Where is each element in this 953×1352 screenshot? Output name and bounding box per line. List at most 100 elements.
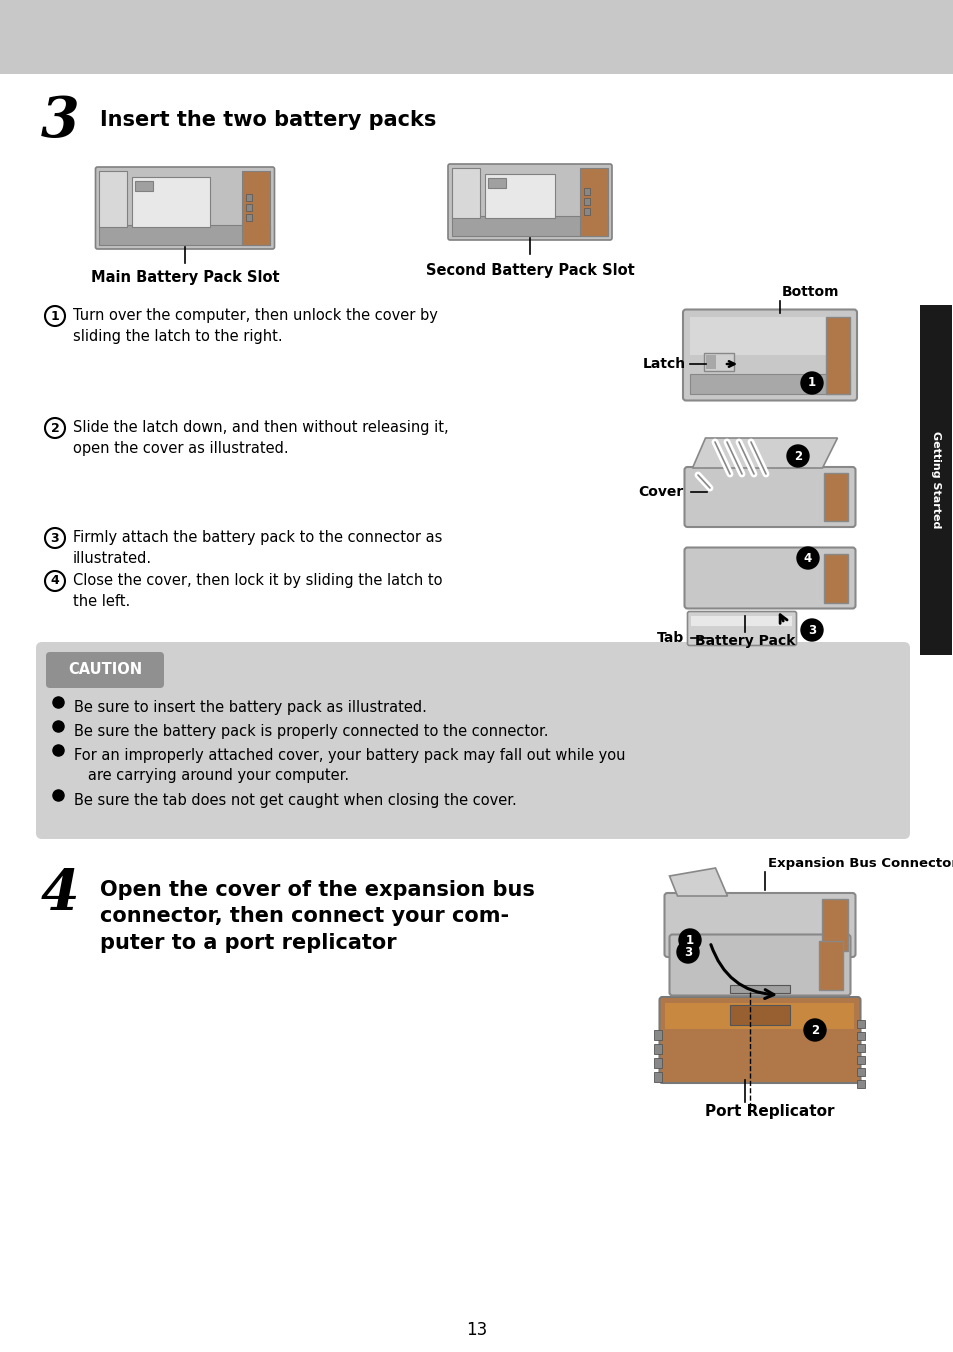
Bar (583, 208, 589, 215)
Bar (689, 316, 849, 354)
Circle shape (45, 418, 65, 438)
Text: Second Battery Pack Slot: Second Battery Pack Slot (425, 264, 634, 279)
FancyBboxPatch shape (684, 548, 855, 608)
Text: CAUTION: CAUTION (68, 662, 142, 677)
Bar (654, 1059, 661, 1068)
Text: Expansion Bus Connector: Expansion Bus Connector (767, 857, 953, 869)
Bar (857, 1019, 864, 1028)
Text: 3: 3 (51, 531, 59, 545)
Text: 1: 1 (51, 310, 59, 323)
Bar (488, 178, 505, 188)
Bar (246, 193, 253, 201)
FancyBboxPatch shape (659, 996, 860, 1083)
Text: 2: 2 (810, 1023, 819, 1037)
Bar (0, 0, 953, 74)
Text: Bottom: Bottom (781, 285, 839, 299)
Circle shape (803, 1019, 825, 1041)
Text: 4: 4 (803, 552, 811, 565)
Bar (689, 373, 849, 393)
Bar (665, 1003, 854, 1029)
Bar (654, 1044, 661, 1055)
Text: 1: 1 (807, 376, 815, 389)
Text: Be sure the battery pack is properly connected to the connector.: Be sure the battery pack is properly con… (74, 725, 548, 740)
Circle shape (45, 306, 65, 326)
FancyBboxPatch shape (664, 894, 855, 957)
Bar (823, 553, 847, 603)
Bar (825, 316, 849, 393)
Bar (823, 473, 847, 521)
Text: Getting Started: Getting Started (930, 431, 940, 529)
Bar (654, 1072, 661, 1082)
Bar (691, 615, 792, 626)
Text: Close the cover, then lock it by sliding the latch to
the left.: Close the cover, then lock it by sliding… (73, 573, 442, 608)
Bar (484, 174, 555, 218)
Text: Battery Pack: Battery Pack (694, 634, 795, 648)
Circle shape (801, 372, 822, 393)
Circle shape (677, 941, 699, 963)
Circle shape (786, 445, 808, 466)
Text: Be sure the tab does not get caught when closing the cover.: Be sure the tab does not get caught when… (74, 794, 517, 808)
Bar (583, 188, 589, 195)
Bar (132, 177, 210, 227)
Text: Insert the two battery packs: Insert the two battery packs (100, 110, 436, 130)
Bar (135, 181, 153, 191)
Polygon shape (692, 438, 837, 468)
Circle shape (45, 529, 65, 548)
Text: 4: 4 (51, 575, 59, 588)
Text: 3: 3 (41, 95, 79, 150)
FancyBboxPatch shape (682, 310, 856, 400)
Text: Open the cover of the expansion bus
connector, then connect your com-
puter to a: Open the cover of the expansion bus conn… (100, 880, 535, 953)
Text: 2: 2 (793, 449, 801, 462)
Text: Cover: Cover (639, 485, 683, 499)
FancyBboxPatch shape (448, 164, 612, 241)
Bar (857, 1044, 864, 1052)
Bar (857, 1080, 864, 1088)
Bar (452, 168, 479, 218)
Text: Turn over the computer, then unlock the cover by
sliding the latch to the right.: Turn over the computer, then unlock the … (73, 308, 437, 343)
FancyBboxPatch shape (684, 466, 855, 527)
FancyBboxPatch shape (669, 934, 850, 995)
Text: 2: 2 (51, 422, 59, 434)
Text: Latch: Latch (642, 357, 685, 370)
Text: For an improperly attached cover, your battery pack may fall out while you
   ar: For an improperly attached cover, your b… (74, 748, 625, 783)
Circle shape (45, 571, 65, 591)
Bar (99, 170, 128, 227)
Bar (729, 984, 789, 992)
Bar (452, 216, 607, 237)
Text: Port Replicator: Port Replicator (704, 1105, 834, 1119)
FancyBboxPatch shape (46, 652, 164, 688)
Bar (246, 204, 253, 211)
FancyBboxPatch shape (687, 611, 796, 645)
Bar (99, 224, 271, 245)
Bar (242, 170, 271, 245)
Bar (919, 306, 951, 654)
Bar (583, 197, 589, 206)
Circle shape (801, 619, 822, 641)
Text: Be sure to insert the battery pack as illustrated.: Be sure to insert the battery pack as il… (74, 700, 426, 715)
Text: Tab: Tab (656, 631, 683, 645)
Bar (654, 1030, 661, 1040)
Circle shape (796, 548, 818, 569)
Bar (819, 941, 842, 990)
Circle shape (679, 929, 700, 950)
Text: 3: 3 (807, 623, 815, 637)
Bar (705, 356, 716, 369)
FancyBboxPatch shape (36, 642, 909, 840)
Bar (729, 1005, 789, 1025)
Text: 3: 3 (683, 945, 691, 959)
Bar (857, 1032, 864, 1040)
Bar (703, 353, 733, 370)
Text: 4: 4 (41, 868, 79, 922)
Text: 13: 13 (466, 1321, 487, 1338)
Text: Main Battery Pack Slot: Main Battery Pack Slot (91, 270, 279, 285)
Bar (246, 214, 253, 220)
Bar (821, 899, 847, 950)
Bar (579, 168, 607, 237)
Text: Firmly attach the battery pack to the connector as
illustrated.: Firmly attach the battery pack to the co… (73, 530, 442, 566)
Bar (857, 1056, 864, 1064)
Text: 1: 1 (685, 933, 694, 946)
Bar (857, 1068, 864, 1076)
Text: Slide the latch down, and then without releasing it,
open the cover as illustrat: Slide the latch down, and then without r… (73, 420, 448, 456)
FancyBboxPatch shape (95, 168, 274, 249)
Polygon shape (669, 868, 727, 896)
